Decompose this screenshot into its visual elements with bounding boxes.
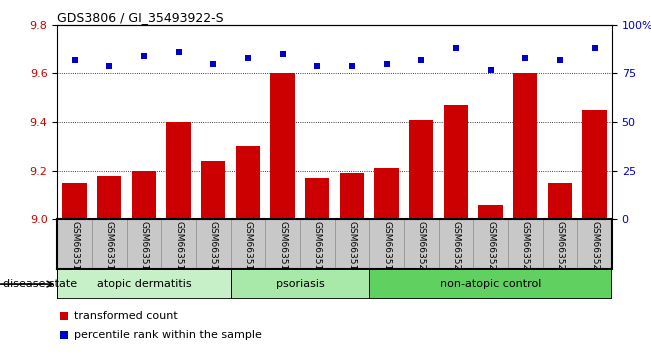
Bar: [478, 205, 503, 219]
Point: [59, 314, 69, 319]
Text: GSM663517: GSM663517: [312, 221, 322, 276]
FancyBboxPatch shape: [230, 269, 369, 299]
Point: [208, 61, 219, 67]
Text: transformed count: transformed count: [74, 311, 178, 321]
Text: GSM663514: GSM663514: [209, 221, 218, 276]
Bar: [444, 105, 468, 219]
Text: GSM663520: GSM663520: [417, 221, 426, 276]
Text: GSM663521: GSM663521: [451, 221, 460, 276]
Text: GSM663511: GSM663511: [105, 221, 114, 276]
Text: GSM663523: GSM663523: [521, 221, 530, 276]
Bar: [270, 74, 295, 219]
Point: [450, 45, 461, 51]
Point: [347, 63, 357, 68]
Bar: [167, 122, 191, 219]
Text: atopic dermatitis: atopic dermatitis: [96, 279, 191, 289]
Text: disease state: disease state: [3, 279, 77, 289]
Bar: [547, 183, 572, 219]
Text: GSM663518: GSM663518: [348, 221, 357, 276]
Text: percentile rank within the sample: percentile rank within the sample: [74, 330, 262, 340]
Text: GSM663522: GSM663522: [486, 221, 495, 276]
Text: non-atopic control: non-atopic control: [440, 279, 541, 289]
Point: [589, 45, 600, 51]
Point: [139, 53, 149, 59]
Bar: [340, 173, 364, 219]
FancyBboxPatch shape: [369, 269, 612, 299]
Text: GSM663513: GSM663513: [174, 221, 183, 276]
Point: [243, 55, 253, 61]
Point: [312, 63, 322, 68]
Text: GSM663510: GSM663510: [70, 221, 79, 276]
Point: [486, 67, 496, 72]
Text: GSM663524: GSM663524: [555, 221, 564, 276]
Point: [520, 55, 531, 61]
Bar: [513, 74, 538, 219]
Point: [173, 49, 184, 55]
Bar: [305, 178, 329, 219]
Point: [381, 61, 392, 67]
Bar: [409, 120, 434, 219]
Bar: [374, 169, 399, 219]
Point: [416, 57, 426, 63]
Text: GSM663519: GSM663519: [382, 221, 391, 276]
Bar: [201, 161, 225, 219]
Bar: [236, 147, 260, 219]
Text: GSM663512: GSM663512: [139, 221, 148, 276]
Bar: [583, 110, 607, 219]
Point: [59, 332, 69, 338]
Text: GDS3806 / GI_35493922-S: GDS3806 / GI_35493922-S: [57, 11, 224, 24]
Text: GSM663515: GSM663515: [243, 221, 253, 276]
Text: GSM663525: GSM663525: [590, 221, 599, 276]
FancyBboxPatch shape: [57, 269, 230, 299]
Bar: [132, 171, 156, 219]
Text: psoriasis: psoriasis: [275, 279, 324, 289]
Point: [555, 57, 565, 63]
Text: GSM663516: GSM663516: [278, 221, 287, 276]
Point: [70, 57, 80, 63]
Bar: [97, 176, 122, 219]
Point: [104, 63, 115, 68]
Bar: [62, 183, 87, 219]
Point: [277, 51, 288, 57]
